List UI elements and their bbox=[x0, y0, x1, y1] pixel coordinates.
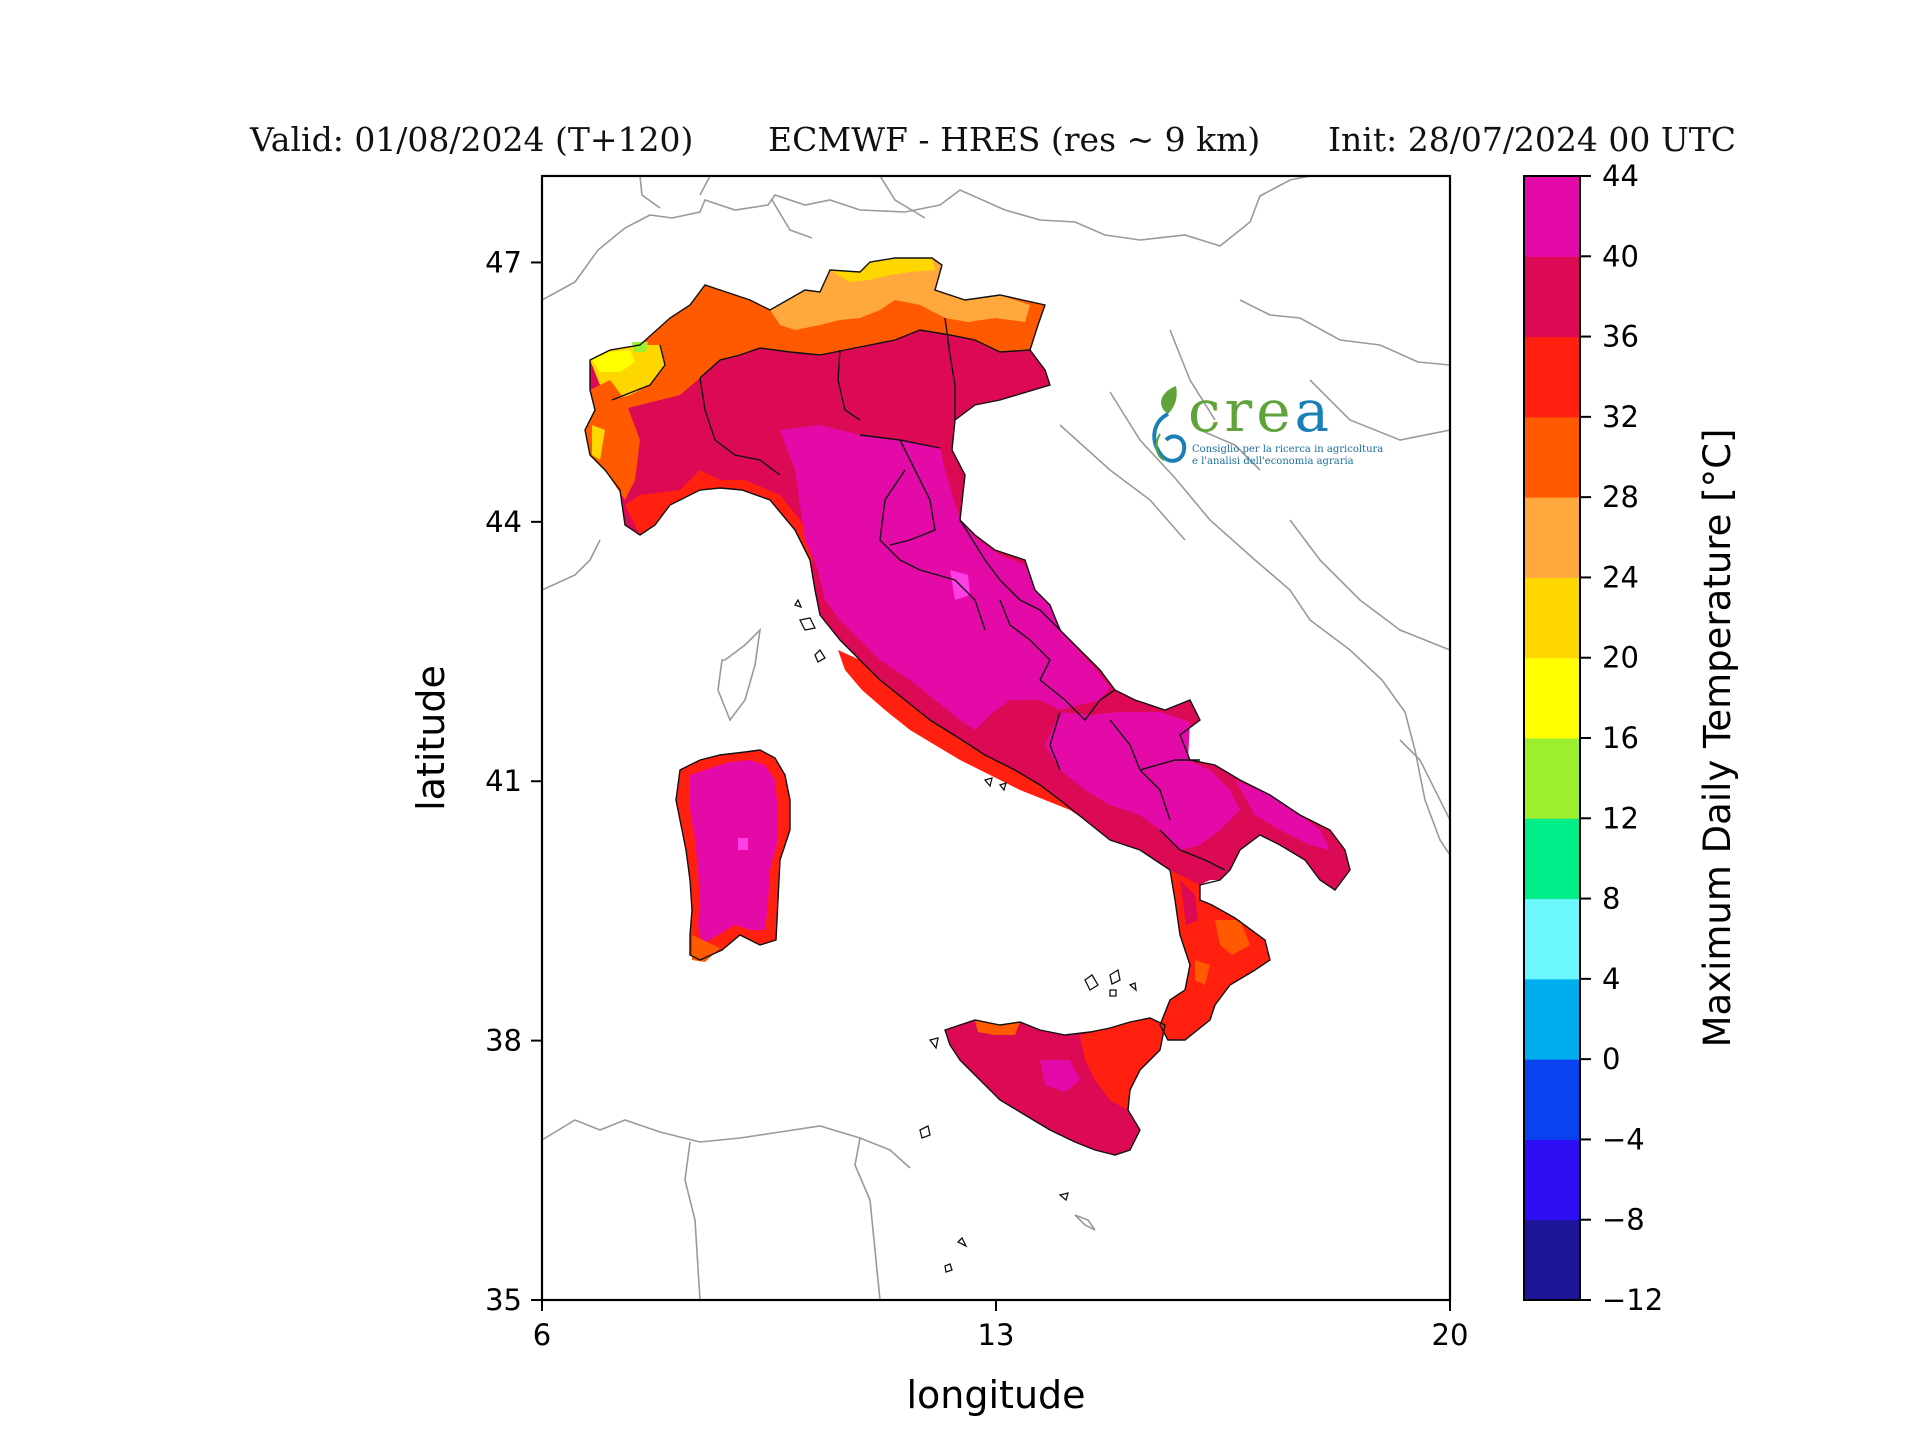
colorbar-segment bbox=[1524, 1059, 1580, 1140]
region-borders bbox=[584, 257, 1351, 1156]
y-tick-label: 47 bbox=[485, 245, 522, 279]
leaf-drop-icon bbox=[1152, 386, 1187, 463]
colorbar-tick-label: 40 bbox=[1602, 239, 1639, 273]
colorbar: −12 −8 −4 0 4 8 12 16 20 24 28 32 36 40 44 Maximum Dail… bbox=[1523, 159, 1739, 1317]
colorbar-segment bbox=[1524, 1219, 1580, 1301]
colorbar-segment bbox=[1524, 577, 1580, 659]
y-tick-label: 41 bbox=[485, 764, 522, 798]
colorbar-tick-label: 20 bbox=[1602, 641, 1639, 675]
colorbar-segment bbox=[1524, 176, 1580, 257]
colorbar-segment bbox=[1524, 978, 1580, 1060]
colorbar-label: Maximum Daily Temperature [°C] bbox=[1696, 429, 1739, 1048]
colorbar-tick-label: 32 bbox=[1602, 400, 1639, 434]
colorbar-tick-label: −8 bbox=[1602, 1203, 1645, 1237]
x-axis-label: longitude bbox=[906, 1373, 1085, 1417]
colorbar-segment bbox=[1524, 416, 1580, 498]
colorbar-tick-label: 16 bbox=[1602, 721, 1639, 755]
y-axis-label: latitude bbox=[409, 665, 453, 811]
colorbar-segment bbox=[1524, 336, 1580, 418]
colorbar-tick-label: −12 bbox=[1602, 1283, 1663, 1317]
y-tick-label: 38 bbox=[485, 1024, 522, 1058]
x-tick-label: 20 bbox=[1432, 1318, 1469, 1352]
colorbar-tick-label: 8 bbox=[1602, 882, 1620, 916]
y-tick-label: 35 bbox=[485, 1283, 522, 1317]
colorbar-segment bbox=[1524, 738, 1580, 819]
colorbar-segment bbox=[1524, 1139, 1580, 1221]
x-tick-label: 6 bbox=[533, 1318, 551, 1352]
colorbar-tick-label: 12 bbox=[1602, 801, 1639, 835]
colorbar-tick-label: 4 bbox=[1602, 962, 1620, 996]
colorbar-segment bbox=[1524, 898, 1580, 980]
colorbar-segment bbox=[1524, 497, 1580, 578]
colorbar-segment bbox=[1524, 256, 1580, 338]
crea-wordmark: crea bbox=[1188, 377, 1334, 445]
y-tick-label: 44 bbox=[485, 505, 522, 539]
map-axes: 6 13 20 35 38 41 44 47 longitude latitude bbox=[409, 174, 1469, 1417]
colorbar-tick-label: 28 bbox=[1602, 480, 1639, 514]
crea-logo: crea Consiglio per la ricerca in agricol… bbox=[1146, 377, 1383, 477]
colorbar-tick-label: −4 bbox=[1602, 1122, 1645, 1156]
colorbar-tick-label: 0 bbox=[1602, 1042, 1620, 1076]
colorbar-tick-label: 24 bbox=[1602, 560, 1639, 594]
x-tick-label: 13 bbox=[978, 1318, 1015, 1352]
crea-subtitle: Consiglio per la ricerca in agricoltura … bbox=[1192, 444, 1384, 467]
colorbar-segment bbox=[1524, 657, 1580, 739]
neighbour-boundaries bbox=[542, 176, 1450, 1300]
small-islands bbox=[794, 598, 1137, 1273]
colorbar-tick-label: 36 bbox=[1602, 320, 1639, 354]
init-date-label: Init: 28/07/2024 00 UTC bbox=[1328, 120, 1736, 159]
model-label: ECMWF - HRES (res ~ 9 km) bbox=[768, 120, 1261, 159]
valid-date-label: Valid: 01/08/2024 (T+120) bbox=[250, 120, 694, 159]
colorbar-segment bbox=[1524, 818, 1580, 900]
colorbar-tick-label: 44 bbox=[1602, 159, 1639, 193]
